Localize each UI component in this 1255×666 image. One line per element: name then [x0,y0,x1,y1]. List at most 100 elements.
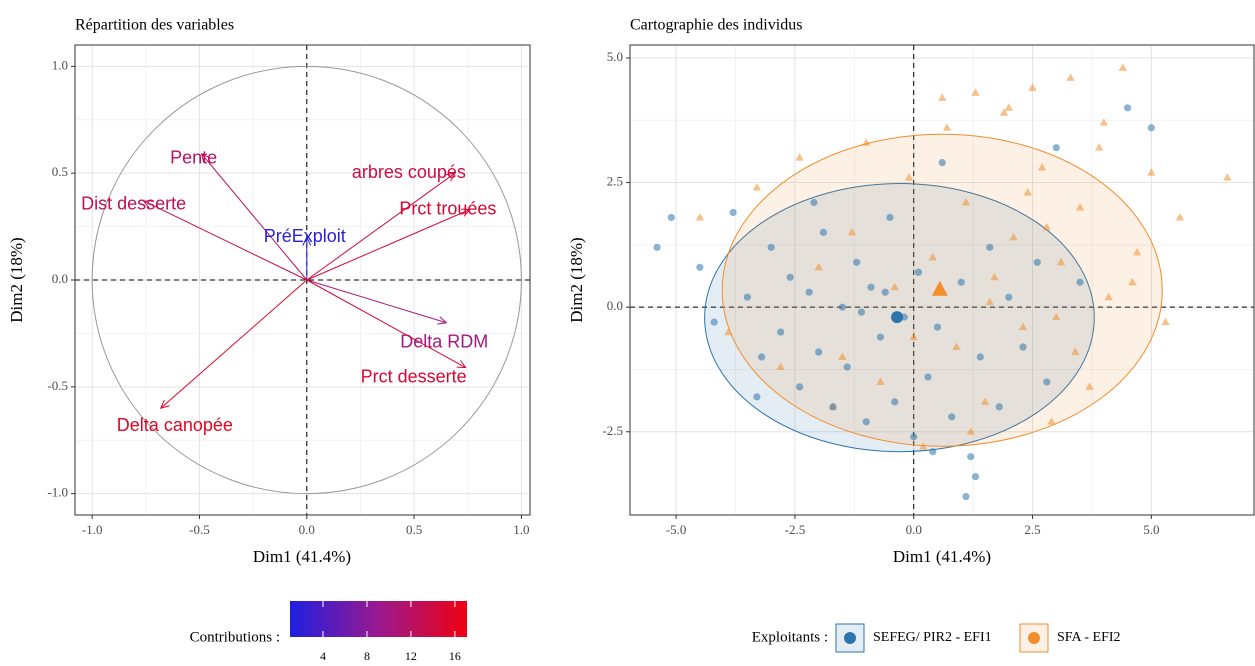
point [667,213,675,222]
arrow-head [159,399,170,409]
panel-border [629,44,1255,516]
point [971,473,980,481]
x-axis-label: Dim1 (41.4%) [893,547,991,566]
point [914,268,923,276]
point [933,323,942,331]
arrow [306,209,471,281]
point [743,293,751,301]
chart-title: Répartition des variables [75,17,234,34]
legend-symbol [1028,632,1040,644]
legend-title: Exploitants : [752,629,828,645]
point [1147,168,1156,176]
x-tick-label: 2.5 [1024,522,1040,537]
x-tick-label: 0.0 [299,522,315,537]
unit-circle [91,65,522,495]
point [829,403,837,411]
x-tick-label: 5.0 [1143,522,1159,537]
point [961,197,971,206]
point [1175,212,1185,221]
arrow-head [456,359,467,369]
point [795,153,804,161]
point [1005,293,1013,301]
point [881,288,889,296]
point [838,352,847,361]
arrow [306,279,466,369]
point [1076,278,1084,286]
point [1223,173,1232,181]
point [1047,417,1056,425]
point [1009,232,1018,241]
y-tick-label: 2.5 [607,174,623,189]
variable-label: Prct desserte [361,366,467,386]
point [904,173,914,181]
point [1028,83,1037,91]
point [995,403,1003,411]
point [876,377,885,385]
y-tick-label: 0.5 [52,164,68,179]
point [810,198,818,207]
x-tick-label: -2.5 [785,522,806,537]
point [786,273,794,281]
point [1085,382,1094,390]
point [777,328,785,336]
x-tick-label: -5.0 [666,522,687,537]
point [857,308,866,316]
point [986,243,994,251]
point [948,413,956,421]
point [980,397,990,405]
point [1066,73,1075,81]
point [967,453,975,461]
point [886,213,894,222]
y-tick-label: -0.5 [47,378,68,393]
legend-label: SEFEG/ PIR2 - EFI1 [873,630,992,645]
point [1104,292,1113,301]
point [1161,317,1170,326]
y-axis-label: Dim2 (18%) [567,237,586,322]
arrow [143,200,308,281]
point [1004,103,1013,111]
point [796,383,804,391]
y-tick-label: 0.0 [52,271,68,286]
point [1123,104,1132,112]
point [805,288,813,296]
point [819,228,828,237]
point [724,327,733,336]
point [1075,202,1085,211]
point [1099,118,1109,126]
color-bar-label: 16 [449,649,461,663]
x-axis-label: Dim1 (41.4%) [253,547,351,566]
arrow [160,279,308,409]
point [971,88,980,96]
point [952,342,961,351]
point [1147,124,1155,132]
point [1033,258,1041,266]
variable-label: Delta canopée [117,415,233,435]
arrow-head [460,208,471,217]
legend-title: Contributions : [190,629,280,645]
y-axis-label: Dim2 (18%) [7,237,26,322]
point [1128,277,1137,286]
point [891,398,899,406]
point [1056,257,1066,266]
arrow-head [302,236,312,246]
panel-border [74,44,531,516]
point [1018,322,1028,331]
point [758,353,766,361]
point [1132,247,1142,256]
point [928,252,937,261]
y-tick-label: 5.0 [607,49,623,64]
point [696,263,704,271]
color-bar [290,601,467,637]
group-mean [891,311,904,324]
variable-label: Pente [170,148,217,168]
point [1052,312,1061,321]
arrow-head [437,316,448,325]
point [867,283,875,291]
legend-label: SFA - EFI2 [1057,630,1121,645]
point [938,159,946,167]
point [767,243,775,251]
point [919,442,928,450]
point [862,418,870,426]
x-tick-label: -0.5 [189,522,210,537]
